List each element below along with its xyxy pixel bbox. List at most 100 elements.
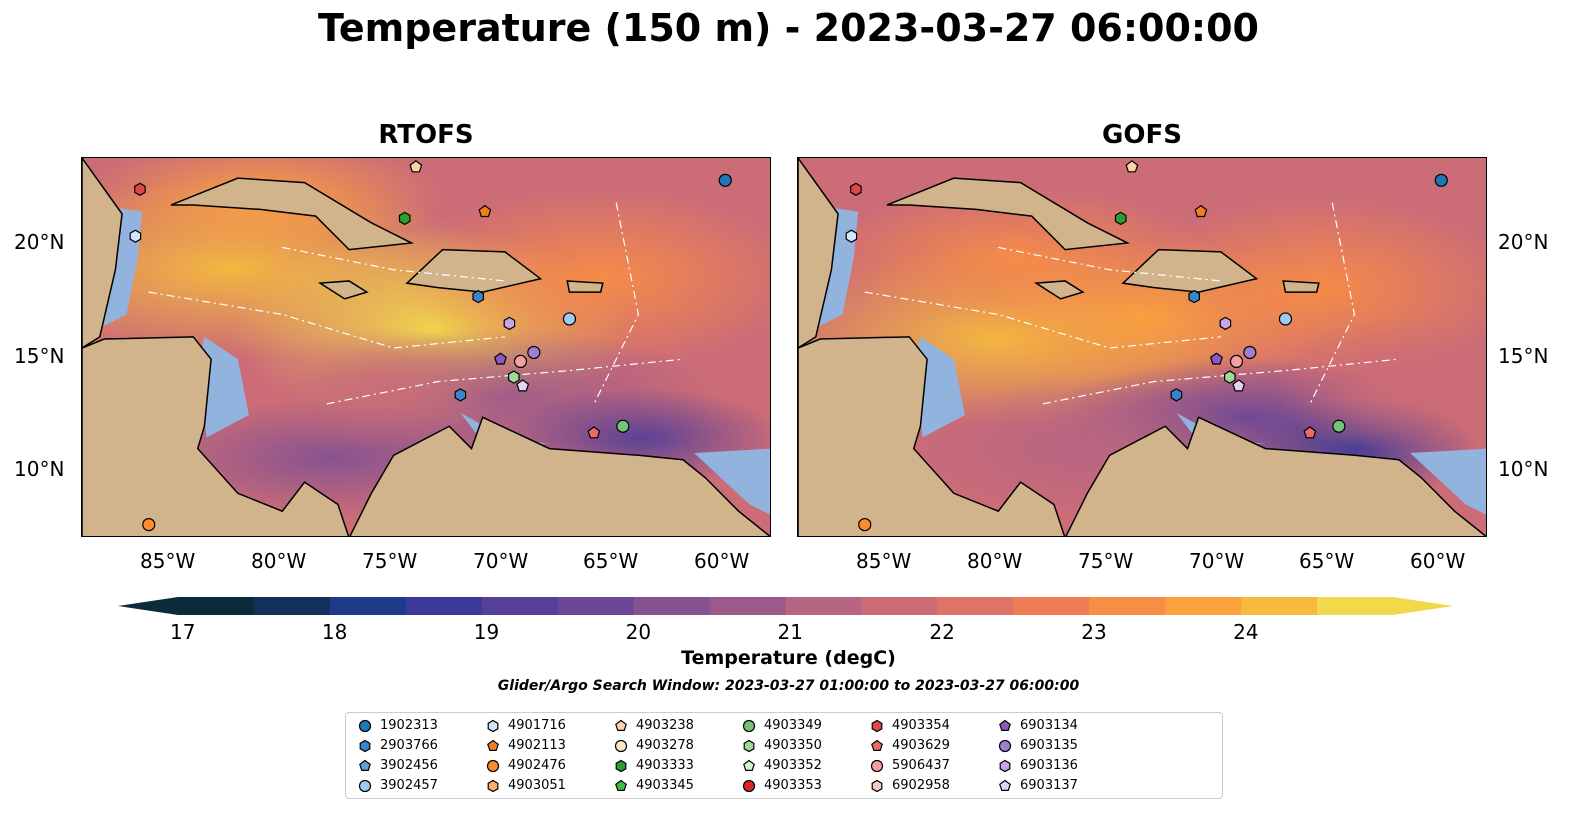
legend-item-4903345: 4903345 [614,778,694,793]
legend-item-4902113: 4902113 [486,738,566,753]
colorbar-segment [861,597,938,615]
float-4903238-marker [409,160,423,173]
y-tick-10n-left: 10°N [14,457,65,481]
legend-label: 4903349 [764,718,822,733]
y-tick-10n-right: 10°N [1498,457,1549,481]
float-legend: 1902313 2903766 3902456 3902457 4901716 49021… [345,712,1223,799]
float-5906437-marker [1229,354,1244,369]
legend-label: 4901716 [508,718,566,733]
colorbar-tick: 23 [1081,620,1107,644]
legend-marker-6903135 [998,739,1012,752]
float-5906437-marker [513,354,528,369]
legend-marker-4901716 [487,719,499,732]
land-polygon [1065,416,1486,536]
legend-item-4903354: 4903354 [870,718,950,733]
colorbar-segment [709,597,786,615]
float-4902476-marker [142,517,156,532]
float-6903137-marker [516,379,530,392]
land-polygon [566,280,604,293]
float-4903350-marker [1224,370,1236,384]
legend-marker-4903349 [742,719,756,732]
legend-label: 4903354 [892,718,950,733]
legend-item-4903349: 4903349 [742,718,822,733]
float-4903350-marker [508,370,520,384]
legend-label: 4903278 [636,738,694,753]
colorbar-tick: 24 [1233,620,1259,644]
land-polygon [405,248,543,293]
legend-label: 4903353 [764,778,822,793]
colorbar-segment [329,597,407,615]
x-tick-75w-right: 75°W [1078,549,1134,573]
land-polygon [349,416,770,536]
float-4903333-marker [398,211,411,226]
legend-item-6903136: 6903136 [998,758,1078,773]
land-polygon [170,177,415,251]
legend-marker-4903629 [871,739,883,751]
colorbar-tick: 22 [929,620,955,644]
legend-label: 4903238 [636,718,694,733]
x-tick-75w-left: 75°W [362,549,418,573]
float-6903134-marker [493,352,507,365]
colorbar-max-extend [1393,597,1453,615]
float-2903766-marker [1170,388,1183,402]
x-tick-70w-right: 70°W [1189,549,1245,573]
legend-label: 4903051 [508,778,566,793]
legend-label: 2903766 [380,738,438,753]
legend-marker-5906437 [870,759,884,772]
colorbar-tick: 20 [625,620,652,644]
x-tick-65w-left: 65°W [583,549,639,573]
x-tick-65w-right: 65°W [1299,549,1355,573]
float-6903137-marker [1232,379,1246,392]
legend-marker-4903051 [487,779,499,792]
legend-label: 4902476 [508,758,566,773]
colorbar-segment [1165,597,1242,615]
x-tick-85w-right: 85°W [856,549,912,573]
colorbar-segment [253,597,331,615]
x-tick-85w-left: 85°W [140,549,196,573]
land-polygon [82,158,123,349]
colorbar-segment [1317,597,1394,615]
legend-item-1902313: 1902313 [358,718,438,733]
legend-marker-1902313 [358,719,372,732]
legend-item-4903051: 4903051 [486,778,566,793]
y-tick-15n-right: 15°N [1498,344,1549,368]
float-6903136-marker [1219,316,1232,331]
x-tick-60w-left: 60°W [694,549,750,573]
colorbar-tick: 19 [473,620,500,644]
legend-label: 3902457 [380,778,438,793]
legend-item-6902958: 6902958 [870,778,950,793]
float-4902476-marker [858,517,872,532]
x-tick-80w-right: 80°W [967,549,1023,573]
legend-label: 6903137 [1020,778,1078,793]
land-polygon [82,336,350,536]
gofs-map-panel [797,157,1487,537]
legend-label: 6902958 [892,778,950,793]
land-polygon [1033,280,1085,300]
float-2903766-marker [472,289,484,304]
legend-marker-4903353 [742,779,756,792]
legend-item-6903135: 6903135 [998,738,1078,753]
legend-item-6903137: 6903137 [998,778,1078,793]
float-3902457-marker [1278,312,1293,326]
float-4903333-marker [1114,211,1127,226]
colorbar-segment [1241,597,1318,615]
legend-item-4903353: 4903353 [742,778,822,793]
legend-marker-4902476 [486,759,500,772]
float-6903135-marker [1243,345,1257,360]
legend-label: 4903352 [764,758,822,773]
float-6903135-marker [527,345,541,360]
land-polygon [1121,248,1259,293]
colorbar-segment [178,597,255,615]
float-4903629-marker [587,426,601,439]
y-tick-15n-left: 15°N [14,344,65,368]
legend-label: 4903629 [892,738,950,753]
legend-marker-6903134 [999,719,1011,731]
float-4903629-marker [1303,426,1317,439]
colorbar-segment [633,597,711,615]
colorbar-segment [1089,597,1166,615]
legend-marker-4903345 [615,779,627,791]
legend-marker-6902958 [871,779,883,792]
legend-item-3902457: 3902457 [358,778,438,793]
legend-label: 4903350 [764,738,822,753]
float-1902313-marker [1434,173,1448,187]
